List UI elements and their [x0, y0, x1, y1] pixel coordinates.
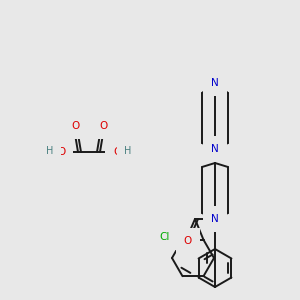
Text: O: O: [72, 121, 80, 131]
Text: N: N: [211, 214, 219, 224]
Text: O: O: [184, 236, 192, 246]
Text: N: N: [211, 78, 219, 88]
Text: N: N: [211, 144, 219, 154]
Text: O: O: [100, 121, 108, 131]
Text: H: H: [46, 146, 54, 156]
Text: H: H: [124, 146, 132, 156]
Text: O: O: [57, 147, 65, 157]
Text: Cl: Cl: [159, 232, 170, 242]
Text: O: O: [113, 147, 121, 157]
